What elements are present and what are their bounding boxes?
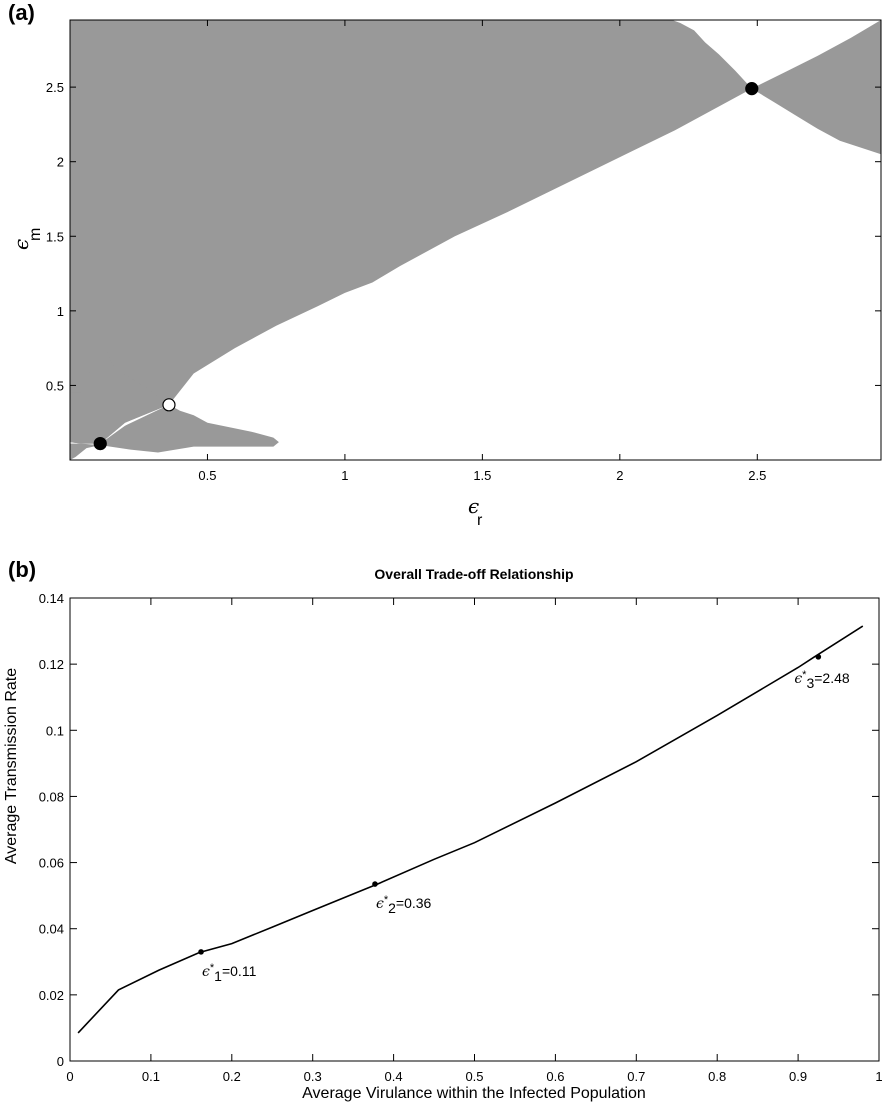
panel-a-regions xyxy=(70,20,881,460)
y-axis-symbol: ϵ xyxy=(9,239,33,250)
a-y-tick-label: 0.5 xyxy=(46,378,64,393)
a-x-tick-label: 2 xyxy=(616,468,623,483)
repeller-point xyxy=(162,398,176,412)
panel-a-xlabel: ϵ r xyxy=(468,494,483,529)
a-y-tick-label: 2.5 xyxy=(46,80,64,95)
panel-a-ticks: 0.5 1 1.5 2 2.5 0.5 1 1.5 2 2.5 xyxy=(46,20,881,483)
ess-annotation-2: ϵ*2=0.36 xyxy=(376,894,432,916)
x-axis-subscript: r xyxy=(477,512,483,529)
a-y-tick-label: 1 xyxy=(57,304,64,319)
b-y-tick-label: 0.12 xyxy=(39,657,64,672)
a-x-tick-label: 0.5 xyxy=(198,468,216,483)
b-x-tick-label: 0.3 xyxy=(304,1069,322,1084)
b-x-tick-label: 0.5 xyxy=(465,1069,483,1084)
b-y-tick-label: 0.14 xyxy=(39,591,64,606)
panel-b-axes-frame xyxy=(69,597,880,1062)
ess-marker-1 xyxy=(198,949,204,955)
panel-b: (b) Overall Trade-off Relationship 0 0.1 0… xyxy=(3,557,882,1102)
ess-marker-3 xyxy=(815,654,822,660)
panel-b-title: Overall Trade-off Relationship xyxy=(374,566,573,582)
b-x-tick-label: 0.4 xyxy=(385,1069,403,1084)
b-y-tick-label: 0.06 xyxy=(39,856,64,871)
ess-annotation-1: ϵ*1=0.11 xyxy=(202,962,257,984)
a-x-tick-label: 1.5 xyxy=(473,468,491,483)
b-y-tick-label: 0.02 xyxy=(39,988,64,1003)
panel-a-ylabel: ϵ m xyxy=(9,228,44,250)
x-axis-symbol: ϵ xyxy=(468,494,479,518)
b-x-tick-label: 0.9 xyxy=(789,1069,807,1084)
panel-a-axes-frame xyxy=(69,19,882,461)
lower-left-region xyxy=(100,404,279,453)
b-x-tick-label: 1 xyxy=(875,1069,882,1084)
b-y-tick-label: 0.08 xyxy=(39,789,64,804)
upper-right-region xyxy=(751,20,881,155)
left-notch-region xyxy=(70,343,169,444)
ess-point-2 xyxy=(745,82,759,96)
b-x-tick-label: 0.7 xyxy=(627,1069,645,1084)
upper-left-region xyxy=(70,20,752,444)
panel-a: (a) 0.5 1 1.5 2 2.5 0.5 1 1.5 2 2.5 ϵ r ϵ m xyxy=(8,0,882,529)
panel-a-label: (a) xyxy=(8,0,35,25)
b-y-tick-label: 0.1 xyxy=(46,723,64,738)
b-x-tick-label: 0.2 xyxy=(223,1069,241,1084)
b-x-tick-label: 0.1 xyxy=(142,1069,160,1084)
a-y-tick-label: 1.5 xyxy=(46,229,64,244)
ess-marker-2 xyxy=(372,881,378,887)
ess-point-1 xyxy=(93,436,107,451)
ess-annotation-3: ϵ*3=2.48 xyxy=(794,669,850,691)
panel-b-xlabel: Average Virulance within the Infected Po… xyxy=(302,1085,646,1102)
a-x-tick-label: 2.5 xyxy=(748,468,766,483)
a-y-tick-label: 2 xyxy=(57,155,64,170)
b-y-tick-label: 0 xyxy=(57,1054,64,1069)
b-x-tick-label: 0.6 xyxy=(546,1069,564,1084)
panel-b-ylabel: Average Transmission Rate xyxy=(3,668,20,864)
panel-a-points xyxy=(93,82,759,451)
tradeoff-curve xyxy=(77,625,864,1034)
panel-b-label: (b) xyxy=(8,557,36,582)
b-x-tick-label: 0 xyxy=(66,1069,73,1084)
b-x-tick-label: 0.8 xyxy=(708,1069,726,1084)
panel-b-annotations: ϵ*1=0.11 ϵ*2=0.36 ϵ*3=2.48 xyxy=(198,654,850,984)
panel-b-ticks: 0 0.1 0.2 0.3 0.4 0.5 0.6 0.7 0.8 0.9 1 0 0.02 0.04 0.… xyxy=(39,591,882,1084)
a-x-tick-label: 1 xyxy=(341,468,348,483)
bottom-strip-region xyxy=(70,443,101,460)
b-y-tick-label: 0.04 xyxy=(39,922,64,937)
y-axis-subscript: m xyxy=(27,228,44,241)
